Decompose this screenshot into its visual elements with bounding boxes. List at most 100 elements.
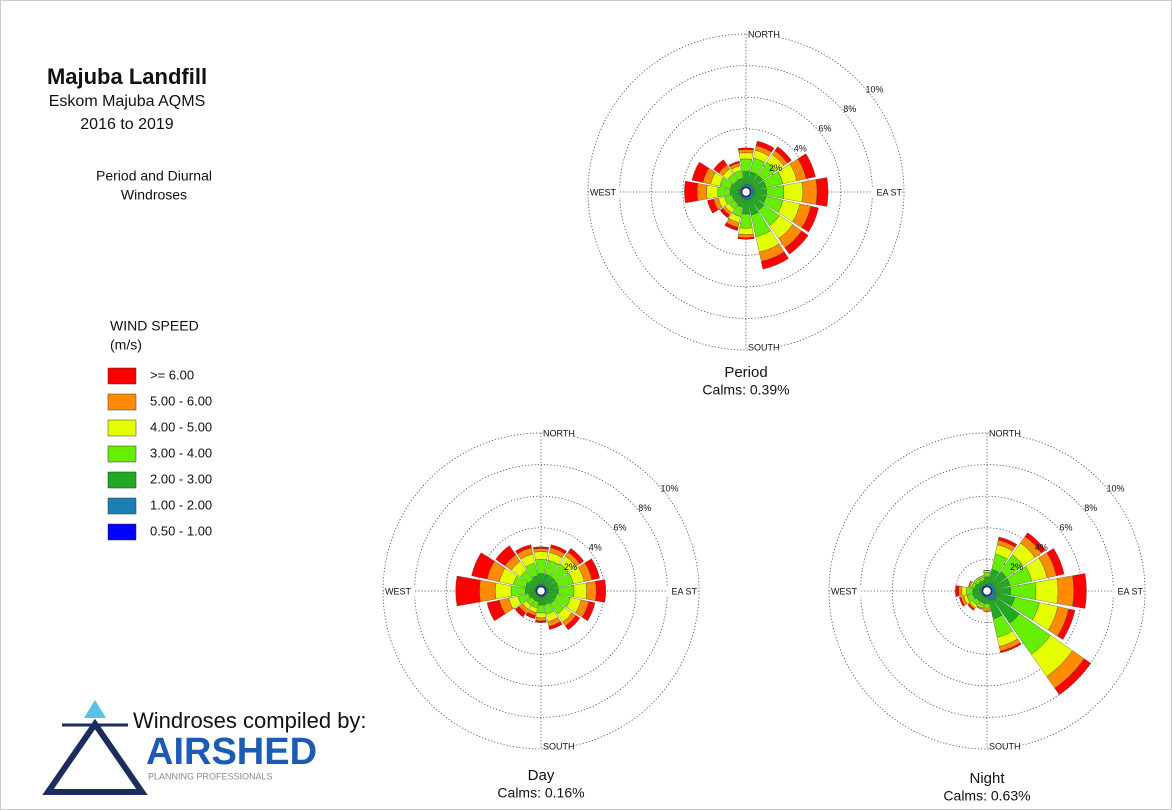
wind-segment [959, 596, 965, 607]
wind-segment [533, 546, 549, 550]
legend-title: WIND SPEED [110, 318, 199, 334]
caption: Night [969, 770, 1005, 787]
wind-segment [495, 545, 516, 566]
period: 2016 to 2019 [80, 116, 174, 133]
legend-label: 0.50 - 1.00 [150, 523, 212, 538]
ring-label: 2% [564, 562, 577, 572]
calms: Calms: 0.63% [943, 788, 1030, 804]
credit: Windroses compiled by: [133, 708, 367, 733]
legend-label: 3.00 - 4.00 [150, 445, 212, 460]
legend-swatch [107, 471, 137, 489]
wind-segment [737, 236, 755, 240]
calm-circle [981, 585, 993, 597]
wind-segment [535, 617, 547, 622]
windrose: 2% 4% 6% 8% 10% NORTH EA ST SOUTH WEST DayCalms: … [382, 428, 700, 801]
wind-segment [973, 577, 979, 583]
ring-label: 6% [1059, 523, 1072, 533]
legend-swatch [107, 497, 137, 515]
ring-label: 2% [1010, 562, 1023, 572]
ring [650, 96, 842, 288]
direction-label: WEST [590, 187, 617, 197]
wind-segment [761, 251, 789, 270]
calms: Calms: 0.39% [702, 382, 789, 398]
ring-label: 4% [794, 143, 807, 153]
wind-segment [801, 179, 818, 205]
windrose: 2% 4% 6% 8% 10% NORTH EA ST SOUTH WEST PeriodCalm… [587, 29, 905, 398]
direction-label: WEST [831, 586, 858, 596]
wind-segment [567, 548, 584, 565]
wind-segment [967, 603, 975, 611]
wind-segment [707, 198, 719, 214]
description: Period and Diurnal [96, 168, 212, 184]
wind-segment [1024, 532, 1046, 554]
wind-segment [455, 575, 481, 607]
wind-segment [536, 604, 546, 614]
ring-label: 6% [613, 523, 626, 533]
wind-segment [1057, 608, 1076, 640]
label-bg [543, 742, 573, 752]
wind-segment [584, 558, 600, 581]
label-bg [872, 188, 902, 198]
wind-segment [1046, 548, 1065, 576]
wind-segment [801, 206, 819, 233]
direction-label: SOUTH [543, 741, 575, 751]
wind-segment [486, 599, 506, 622]
logo-mark [84, 700, 106, 718]
ring-label: 8% [843, 104, 856, 114]
legend-label: 2.00 - 3.00 [150, 471, 212, 486]
calm-circle [535, 585, 547, 597]
wind-segment [582, 601, 596, 622]
legend-swatch [107, 367, 137, 385]
direction-label: SOUTH [748, 342, 780, 352]
wind-segment [550, 544, 567, 554]
direction-label: WEST [385, 586, 412, 596]
wind-segment [815, 177, 829, 207]
wind-segment [983, 603, 991, 609]
wind-segment [525, 612, 536, 619]
wind-segment [719, 208, 730, 219]
wind-segment [1056, 575, 1075, 607]
ring-label: 4% [589, 542, 602, 552]
calm-circle [740, 186, 752, 198]
direction-label: NORTH [543, 428, 575, 438]
legend-swatch [107, 419, 137, 437]
legend-label: 4.00 - 5.00 [150, 419, 212, 434]
wind-segment [706, 184, 719, 200]
ring-label: 8% [638, 503, 651, 513]
logo [42, 700, 148, 795]
ring-label: 10% [660, 483, 678, 493]
wind-segment [783, 181, 804, 203]
wind-segment [997, 536, 1018, 548]
ring-label: 6% [818, 124, 831, 134]
wind-segment [738, 149, 754, 154]
wind-segment [1072, 573, 1087, 609]
wind-segment [514, 606, 526, 618]
wind-segment [738, 147, 754, 151]
label-bg [385, 587, 415, 597]
wind-segment [797, 153, 816, 179]
label-bg [989, 742, 1019, 752]
label-bg [831, 587, 861, 597]
wind-segment [585, 581, 597, 601]
ring [828, 432, 1146, 750]
logo-text: AIRSHED [146, 731, 317, 773]
wind-segment [955, 585, 960, 597]
wind-segment [536, 612, 546, 619]
legend-label: 1.00 - 2.00 [150, 497, 212, 512]
wind-segment [495, 582, 512, 600]
label-bg [1113, 587, 1143, 597]
wind-segment [755, 140, 775, 153]
title: Majuba Landfill [47, 64, 207, 89]
ring-label: 10% [1106, 483, 1124, 493]
ring [382, 432, 700, 750]
label-bg [543, 429, 573, 439]
label-bg [667, 587, 697, 597]
subtitle: Eskom Majuba AQMS [49, 93, 206, 110]
description: Windroses [121, 187, 187, 203]
wind-segment [966, 587, 974, 595]
direction-label: EA ST [876, 187, 902, 197]
wind-segment [565, 615, 581, 631]
legend-swatch [107, 445, 137, 463]
ring [445, 495, 637, 687]
ring-label: 4% [1035, 542, 1048, 552]
